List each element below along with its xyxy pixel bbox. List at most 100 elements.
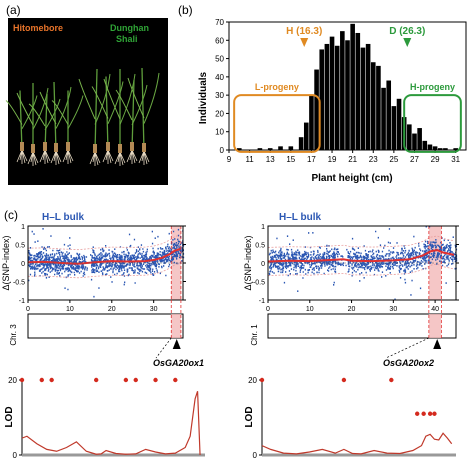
lod-y-tick-label: 20 bbox=[8, 376, 17, 385]
histogram-y-tick-label: 60 bbox=[215, 36, 224, 45]
seedling-roots bbox=[39, 149, 51, 164]
seedling-seed bbox=[43, 142, 47, 151]
seedling-stem bbox=[53, 81, 57, 152]
lod-marker bbox=[39, 377, 44, 383]
histogram-bar bbox=[427, 144, 433, 150]
snp-x-tick-label: 10 bbox=[66, 306, 74, 313]
seedling-seed bbox=[142, 143, 146, 152]
seedling-seed bbox=[130, 142, 134, 151]
chromosome-candidate-region bbox=[428, 314, 442, 338]
photo-panel: Hitomebore Dunghan Shali bbox=[5, 18, 168, 185]
gene-leader-line bbox=[155, 337, 172, 359]
histogram-bar bbox=[360, 47, 366, 150]
seedling-leaf bbox=[39, 91, 57, 125]
snp-y-tick-label: -0.5 bbox=[13, 280, 25, 287]
seedling-seed bbox=[106, 142, 110, 151]
confidence-upper bbox=[27, 234, 181, 251]
histogram-bar bbox=[267, 148, 273, 150]
snp-points bbox=[28, 228, 185, 298]
seedling-stem bbox=[141, 67, 145, 152]
cultivar-label-dunghan: Dunghan bbox=[110, 23, 149, 33]
lod-marker bbox=[123, 377, 129, 383]
seedling-leaf bbox=[107, 81, 124, 124]
seedling-leaf bbox=[5, 100, 23, 125]
gene-position-marker bbox=[433, 339, 442, 349]
plant-height-histogram: 0 10 20 30 40 50 60 70 9 11 13 15 17 19 21 23 25 27 29 31 bbox=[215, 18, 467, 164]
seedling-leaf bbox=[78, 78, 96, 120]
panel-label-a: (a) bbox=[6, 3, 21, 17]
snp-y-tick-label: 0 bbox=[261, 261, 265, 268]
histogram-bar bbox=[324, 43, 330, 150]
lod-chr3-y-label: LOD bbox=[4, 406, 15, 427]
seedling-leaf bbox=[28, 103, 46, 127]
histogram-y-tick-label: 40 bbox=[215, 73, 224, 82]
histogram-y-tick-label: 10 bbox=[215, 128, 224, 137]
d-parent-marker bbox=[403, 38, 412, 47]
seedling-leaf bbox=[67, 95, 84, 129]
snp-x-tick-label: 10 bbox=[306, 306, 314, 313]
seedling-roots bbox=[27, 151, 39, 166]
histogram-bar bbox=[334, 45, 340, 151]
histogram-bar bbox=[350, 23, 355, 151]
seedling-stem bbox=[94, 68, 98, 153]
seedling-stem bbox=[44, 93, 48, 151]
histogram-bar bbox=[303, 122, 309, 150]
lod-marker bbox=[389, 377, 394, 383]
seedling-stem bbox=[131, 79, 135, 151]
histogram-bar bbox=[432, 146, 438, 150]
lod-y-tick-label: 0 bbox=[13, 451, 18, 460]
seedling-seed bbox=[93, 144, 97, 153]
histogram-bar bbox=[453, 148, 458, 150]
histogram-bar bbox=[443, 148, 448, 150]
histogram-x-tick-label: 19 bbox=[328, 155, 337, 164]
histogram-bar bbox=[345, 40, 350, 150]
chromosome-bar bbox=[267, 313, 457, 339]
panel-label-c: (c) bbox=[4, 208, 18, 222]
gene-position-marker bbox=[172, 339, 181, 349]
lod-marker bbox=[153, 377, 158, 383]
histogram-x-tick-label: 21 bbox=[348, 155, 357, 164]
snp-x-tick-label: 20 bbox=[348, 306, 356, 313]
histogram-bar bbox=[298, 137, 304, 150]
snp-x-tick-label: 0 bbox=[26, 306, 30, 313]
histogram-x-label: Plant height (cm) bbox=[311, 173, 392, 184]
snp-x-tick-label: 30 bbox=[150, 306, 158, 313]
seedling-roots bbox=[138, 150, 150, 165]
seedling-roots bbox=[126, 149, 138, 164]
histogram-bar bbox=[257, 148, 263, 150]
chromosome-bar bbox=[27, 313, 184, 339]
histogram-bar bbox=[396, 98, 402, 150]
lod-marker bbox=[415, 411, 420, 416]
l-progeny-label: L-progeny bbox=[255, 82, 299, 92]
seedling-stem bbox=[105, 76, 109, 151]
snp-x-tick-label: 40 bbox=[431, 306, 439, 313]
snp-y-tick-label: 0 bbox=[21, 261, 25, 268]
annotation-d-parent: D (26.3) bbox=[389, 26, 425, 37]
lod-marker bbox=[341, 377, 347, 383]
histogram-bar bbox=[340, 31, 345, 151]
seedling-leaf bbox=[91, 86, 109, 119]
histogram-y-tick-label: 50 bbox=[215, 55, 224, 64]
panel-label-b: (b) bbox=[178, 3, 193, 17]
histogram-x-tick-label: 31 bbox=[451, 155, 460, 164]
seedling-leaf bbox=[103, 78, 121, 120]
annotation-h-parent: H (16.3) bbox=[286, 26, 322, 37]
snp-y-tick-label: 0.5 bbox=[255, 243, 265, 250]
seedling-leaf bbox=[55, 86, 72, 129]
histogram-y-label: Individuals bbox=[198, 71, 209, 124]
lod-plot-chr1: 0 20 bbox=[248, 376, 456, 460]
chromosome-candidate-region bbox=[171, 314, 181, 338]
seedling-roots bbox=[62, 149, 74, 164]
snp-x-tick-label: 30 bbox=[389, 306, 397, 313]
histogram-bar bbox=[278, 146, 283, 150]
histogram-y-tick-label: 30 bbox=[215, 91, 224, 100]
snp-y-tick-label: 1 bbox=[261, 224, 265, 231]
histogram-bar bbox=[319, 49, 325, 150]
cultivar-label-shali: Shali bbox=[116, 34, 138, 44]
histogram-bar bbox=[365, 43, 371, 150]
histogram-bar bbox=[386, 80, 392, 150]
seedling-leaf bbox=[127, 77, 145, 119]
seedling-leaf bbox=[131, 84, 148, 126]
seedling-leaf bbox=[143, 72, 160, 124]
